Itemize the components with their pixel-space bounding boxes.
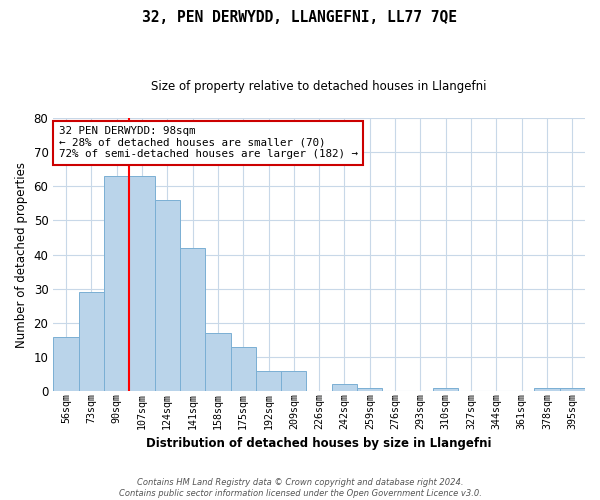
- Text: 32 PEN DERWYDD: 98sqm
← 28% of detached houses are smaller (70)
72% of semi-deta: 32 PEN DERWYDD: 98sqm ← 28% of detached …: [59, 126, 358, 159]
- Y-axis label: Number of detached properties: Number of detached properties: [15, 162, 28, 348]
- Bar: [79, 292, 104, 392]
- Bar: [53, 336, 79, 392]
- Bar: [180, 248, 205, 392]
- Bar: [560, 388, 585, 392]
- Bar: [535, 388, 560, 392]
- Bar: [256, 371, 281, 392]
- Title: Size of property relative to detached houses in Llangefni: Size of property relative to detached ho…: [151, 80, 487, 93]
- Text: 32, PEN DERWYDD, LLANGEFNI, LL77 7QE: 32, PEN DERWYDD, LLANGEFNI, LL77 7QE: [143, 10, 458, 25]
- X-axis label: Distribution of detached houses by size in Llangefni: Distribution of detached houses by size …: [146, 437, 492, 450]
- Bar: [281, 371, 307, 392]
- Bar: [205, 333, 230, 392]
- Bar: [433, 388, 458, 392]
- Bar: [129, 176, 155, 392]
- Bar: [104, 176, 129, 392]
- Text: Contains HM Land Registry data © Crown copyright and database right 2024.
Contai: Contains HM Land Registry data © Crown c…: [119, 478, 481, 498]
- Bar: [357, 388, 382, 392]
- Bar: [332, 384, 357, 392]
- Bar: [230, 347, 256, 392]
- Bar: [155, 200, 180, 392]
